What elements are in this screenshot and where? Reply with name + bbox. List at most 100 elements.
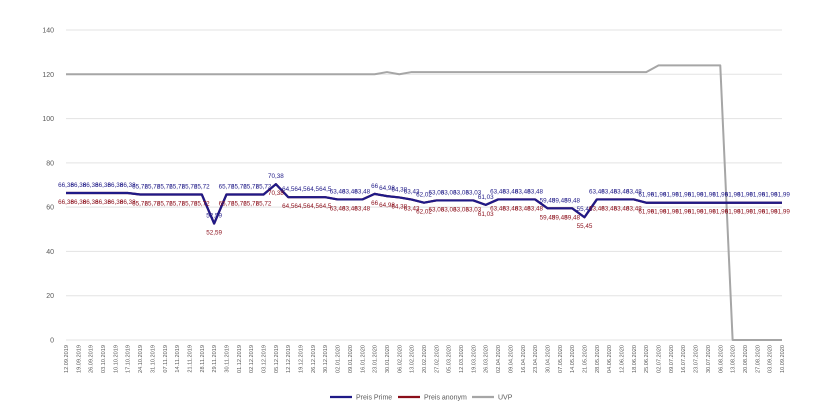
- data-label: 63,48: [330, 205, 346, 212]
- data-label: 63,48: [503, 188, 519, 195]
- data-label: 61,99: [749, 209, 765, 216]
- x-tick-label: 30.07.2020: [706, 345, 712, 373]
- data-label: 61,99: [774, 209, 790, 216]
- data-label: 61,99: [675, 209, 691, 216]
- data-label: 65,72: [157, 183, 173, 190]
- data-label: 61,99: [774, 192, 790, 199]
- y-tick-label: 60: [46, 205, 54, 212]
- data-label: 63,48: [330, 188, 346, 195]
- data-label: 61,99: [638, 192, 654, 199]
- x-axis-ticks: 12.09.2019 19.09.2019 26.09.2019 03.10.2019…: [64, 345, 786, 373]
- data-label: 63,48: [614, 188, 630, 195]
- x-tick-label: 12.06.2020: [620, 345, 626, 373]
- data-label: 61,99: [712, 209, 728, 216]
- data-label: 59,48: [552, 197, 568, 204]
- data-label: 65,72: [219, 200, 235, 207]
- data-label: 63,03: [453, 189, 469, 196]
- data-label: 64,5: [282, 186, 295, 193]
- data-label: 66,38: [107, 182, 123, 189]
- data-label: 65,72: [182, 183, 198, 190]
- x-tick-label: 28.05.2020: [595, 345, 601, 373]
- data-label: 61,03: [478, 211, 494, 218]
- data-label: 63,48: [601, 188, 617, 195]
- x-tick-label: 03.09.2020: [768, 345, 774, 373]
- data-labels: 66,3866,3866,3866,3866,3866,3865,7265,72…: [58, 173, 790, 236]
- y-tick-label: 140: [42, 28, 54, 35]
- data-label: 66,38: [83, 199, 99, 206]
- x-tick-label: 23.04.2020: [533, 345, 539, 373]
- data-label: 66,38: [95, 182, 111, 189]
- data-label: 66,38: [83, 182, 99, 189]
- legend-label: Preis Prime: [356, 395, 392, 402]
- x-tick-label: 12.09.2019: [64, 345, 70, 373]
- series-line-uvp: [66, 64, 782, 341]
- x-tick-label: 19.12.2019: [299, 345, 305, 373]
- data-label: 63,03: [465, 189, 481, 196]
- data-label: 63,48: [354, 188, 370, 195]
- x-tick-label: 26.09.2019: [89, 345, 95, 373]
- data-label: 63,43: [404, 206, 420, 213]
- data-label: 64,38: [391, 186, 407, 193]
- data-label: 66,38: [58, 199, 74, 206]
- data-label: 66: [371, 200, 379, 207]
- x-tick-label: 26.12.2019: [311, 345, 317, 373]
- data-label: 62,02: [416, 192, 432, 199]
- data-label: 59,48: [564, 197, 580, 204]
- data-label: 59,48: [540, 214, 556, 221]
- data-label: 66,38: [107, 199, 123, 206]
- data-label: 55,45: [577, 223, 593, 230]
- x-tick-label: 24.10.2019: [138, 345, 144, 373]
- data-label: 65,72: [145, 200, 161, 207]
- data-label: 63,48: [515, 188, 531, 195]
- data-label: 61,99: [688, 192, 704, 199]
- data-label: 61,99: [651, 192, 667, 199]
- data-label: 63,48: [589, 205, 605, 212]
- data-label: 63,48: [515, 205, 531, 212]
- x-tick-label: 16.01.2020: [360, 345, 366, 373]
- x-tick-label: 20.08.2020: [743, 345, 749, 373]
- data-label: 52,59: [206, 230, 222, 237]
- x-tick-label: 21.11.2019: [187, 345, 193, 373]
- x-tick-label: 16.04.2020: [521, 345, 527, 373]
- data-label: 64,5: [319, 203, 332, 210]
- x-tick-label: 12.03.2020: [459, 345, 465, 373]
- x-tick-label: 30.11.2019: [224, 345, 230, 373]
- data-label: 63,03: [441, 206, 457, 213]
- data-label: 63,48: [527, 188, 543, 195]
- data-label: 66,38: [120, 199, 136, 206]
- data-label: 61,99: [638, 209, 654, 216]
- x-tick-label: 31.10.2019: [150, 345, 156, 373]
- data-label: 61,99: [762, 192, 778, 199]
- data-label: 61,99: [700, 209, 716, 216]
- x-tick-label: 27.08.2020: [755, 345, 761, 373]
- data-label: 61,99: [663, 209, 679, 216]
- x-tick-label: 16.07.2020: [681, 345, 687, 373]
- data-label: 70,38: [268, 190, 284, 197]
- data-label: 64,98: [379, 202, 395, 209]
- data-label: 65,72: [145, 183, 161, 190]
- data-label: 66,38: [58, 182, 74, 189]
- data-label: 61,03: [478, 194, 494, 201]
- legend: Preis Prime Preis anonym UVP: [330, 395, 513, 402]
- data-label: 66: [371, 183, 379, 190]
- y-tick-label: 100: [42, 116, 54, 123]
- x-tick-label: 06.02.2020: [397, 345, 403, 373]
- data-label: 63,03: [428, 206, 444, 213]
- data-label: 66,38: [70, 182, 86, 189]
- data-label: 61,99: [651, 209, 667, 216]
- data-label: 65,72: [194, 183, 210, 190]
- x-tick-label: 20.02.2020: [422, 345, 428, 373]
- data-label: 61,99: [725, 209, 741, 216]
- x-tick-label: 25.06.2020: [644, 345, 650, 373]
- data-label: 66,38: [120, 182, 136, 189]
- x-tick-label: 29.11.2019: [212, 345, 218, 373]
- data-label: 62,02: [416, 209, 432, 216]
- data-label: 64,5: [294, 186, 307, 193]
- x-tick-label: 07.05.2020: [558, 345, 564, 373]
- data-label: 63,48: [503, 205, 519, 212]
- y-tick-label: 40: [46, 249, 54, 256]
- data-label: 65,72: [256, 183, 272, 190]
- data-label: 59,48: [540, 197, 556, 204]
- data-label: 63,48: [626, 205, 642, 212]
